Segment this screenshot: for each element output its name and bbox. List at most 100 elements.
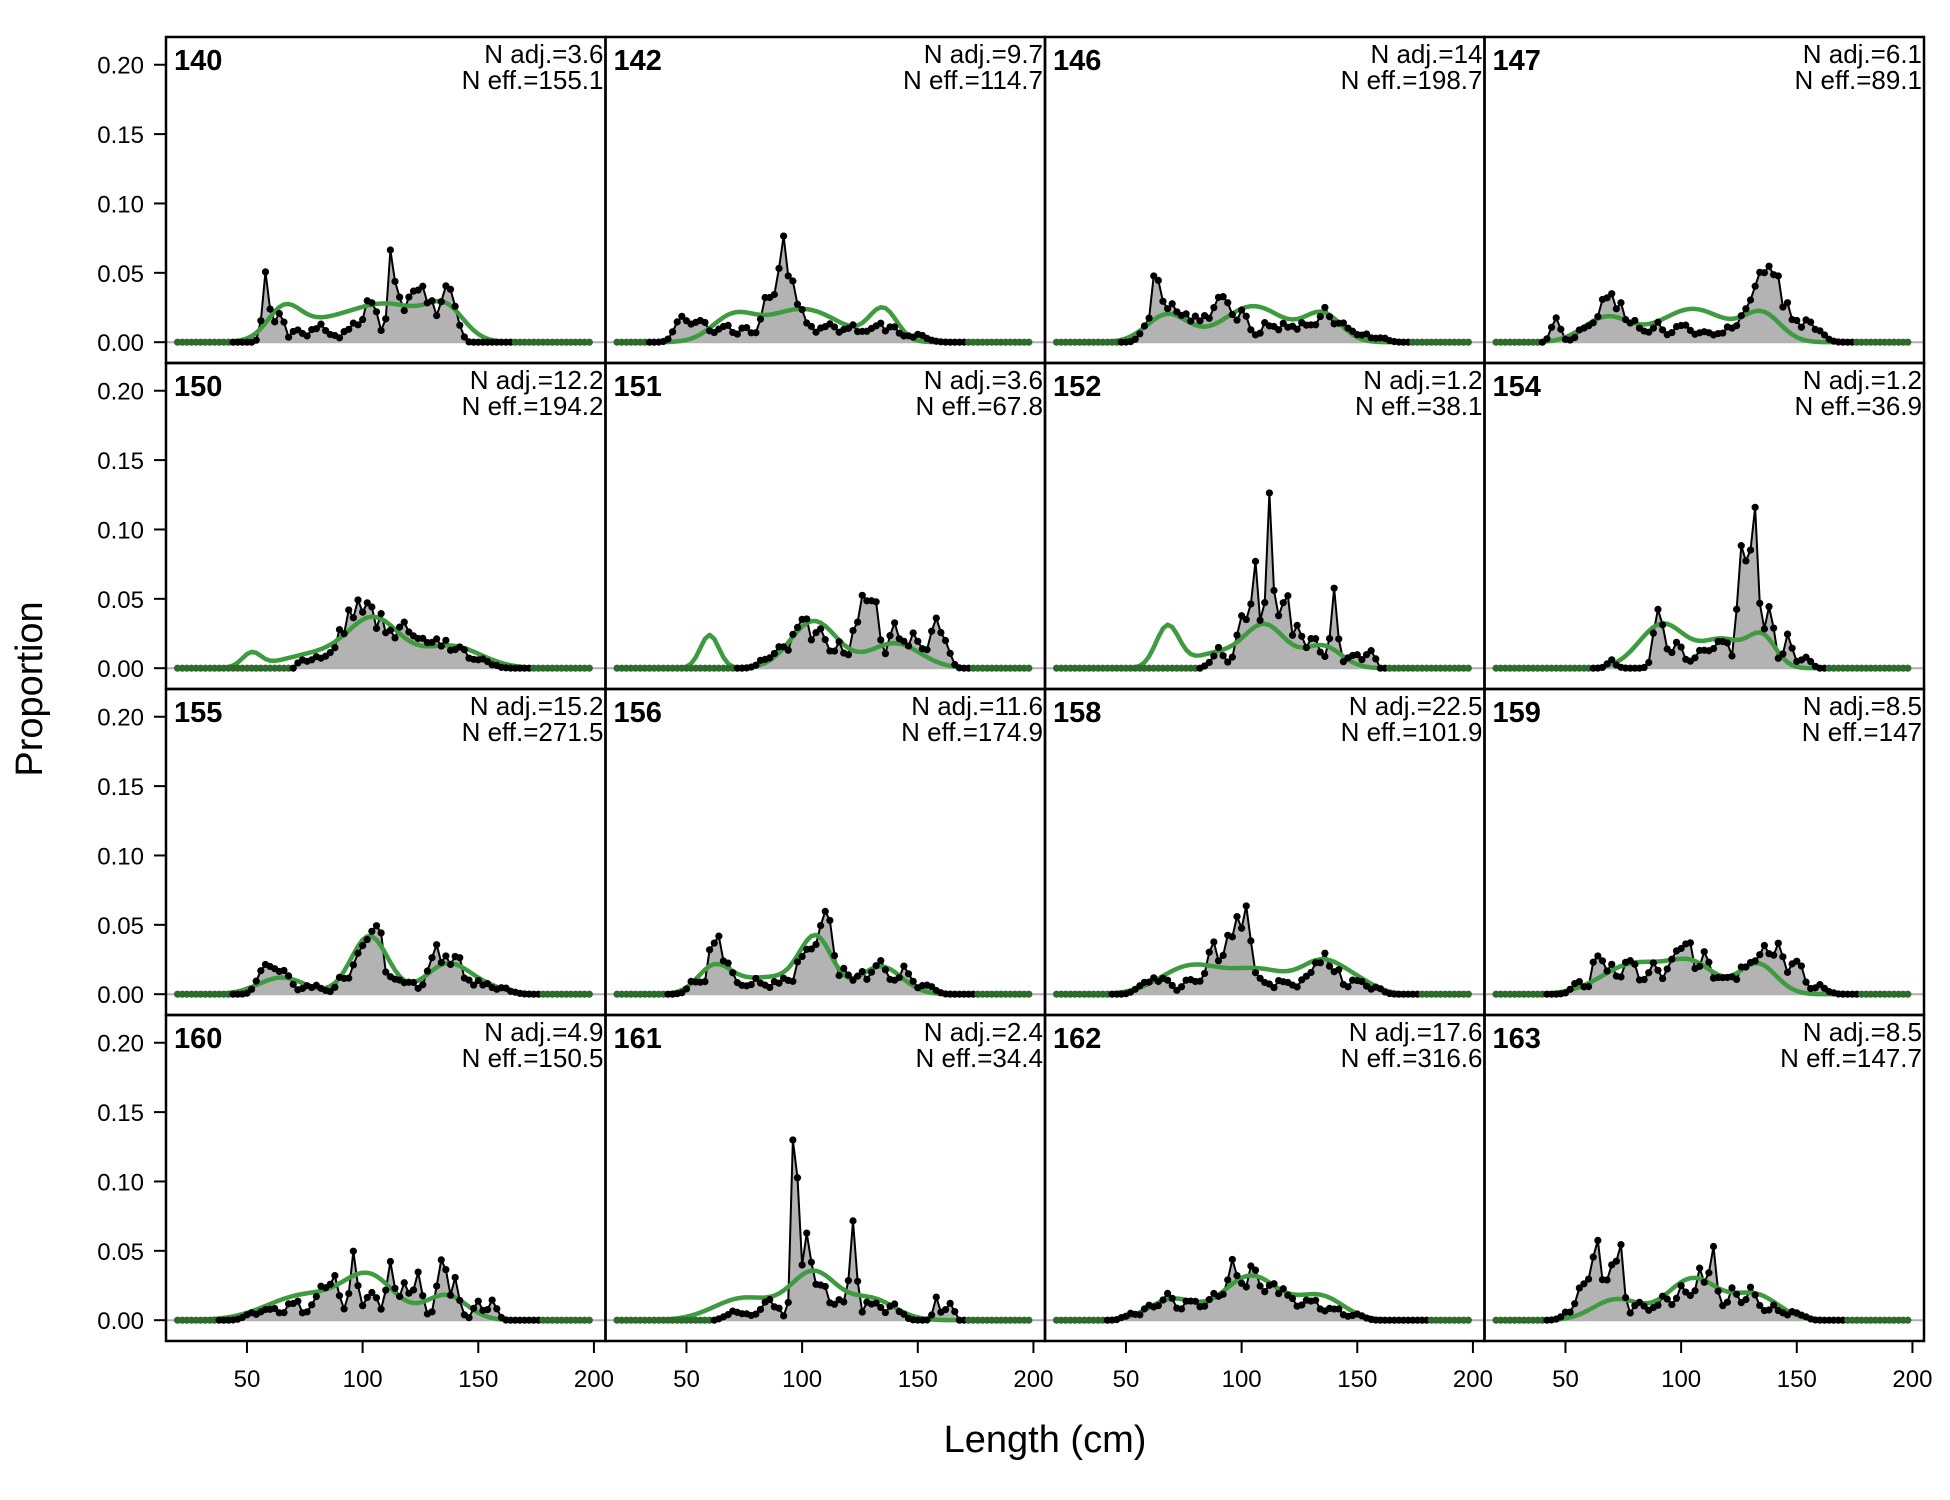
data-point	[275, 309, 283, 318]
data-point	[1733, 975, 1741, 983]
data-point	[1284, 592, 1292, 600]
n-adj-label: N adj.=17.6	[1349, 1017, 1483, 1047]
n-eff-label: N eff.=198.7	[1341, 65, 1483, 95]
data-point	[372, 308, 381, 316]
n-eff-label: N eff.=174.9	[901, 717, 1043, 747]
data-point	[1293, 983, 1301, 991]
data-point	[345, 606, 353, 614]
data-point	[849, 976, 857, 984]
data-point	[1256, 329, 1264, 337]
data-point	[678, 312, 686, 320]
data-point	[1233, 631, 1241, 639]
x-tick-label: 50	[1113, 1366, 1140, 1393]
data-point	[1025, 1316, 1033, 1324]
data-point	[1696, 1264, 1704, 1272]
data-point	[891, 619, 899, 627]
data-point	[1659, 621, 1667, 629]
data-point	[1154, 276, 1162, 284]
data-point	[1663, 965, 1671, 973]
observed-points	[173, 1247, 593, 1324]
n-eff-label: N eff.=316.6	[1341, 1043, 1483, 1073]
data-point	[335, 626, 344, 634]
observed-points	[1492, 939, 1912, 998]
data-point	[1719, 329, 1727, 337]
data-point	[1686, 1291, 1694, 1300]
y-tick-label: 0.10	[97, 517, 144, 544]
observed-points	[1492, 503, 1912, 672]
data-point	[483, 1306, 492, 1314]
data-point	[1321, 303, 1329, 312]
panel-border	[1483, 1013, 1926, 1343]
data-point	[835, 638, 843, 646]
data-point	[766, 1295, 774, 1304]
data-point	[1728, 652, 1736, 660]
data-point	[1205, 314, 1213, 322]
data-point	[1645, 658, 1653, 667]
data-point	[433, 635, 441, 643]
data-point	[1552, 314, 1560, 322]
data-point	[349, 614, 357, 622]
data-point	[377, 610, 385, 618]
x-tick-label: 150	[1777, 1366, 1817, 1393]
data-point	[396, 623, 404, 631]
data-point	[303, 1308, 311, 1316]
data-point	[840, 1298, 848, 1306]
data-point	[733, 330, 741, 338]
y-tick-label: 0.20	[97, 53, 144, 80]
x-tick-label: 200	[1013, 1366, 1053, 1393]
data-point	[1293, 325, 1301, 333]
data-point	[1325, 634, 1334, 643]
data-point	[1242, 615, 1250, 624]
data-point	[877, 1303, 885, 1312]
data-point	[812, 940, 820, 949]
n-eff-label: N eff.=101.9	[1341, 717, 1483, 747]
data-point	[1649, 629, 1657, 637]
n-eff-label: N eff.=271.5	[462, 717, 604, 747]
n-adj-label: N adj.=3.6	[484, 39, 603, 69]
data-point	[1358, 977, 1366, 986]
data-point	[1154, 1301, 1162, 1310]
data-point	[1668, 328, 1676, 337]
data-point	[1288, 1294, 1297, 1303]
data-point	[419, 1292, 427, 1300]
panel-140: 140 N adj.=3.6N eff.=155.1	[164, 35, 607, 365]
data-point	[419, 981, 427, 989]
data-point	[1603, 967, 1611, 975]
data-point	[1756, 1301, 1764, 1310]
data-point	[1746, 546, 1755, 554]
x-tick-label: 100	[1661, 1366, 1701, 1393]
data-point	[1251, 969, 1260, 977]
x-tick-label: 200	[574, 1366, 614, 1393]
y-tick-label: 0.20	[97, 705, 144, 732]
data-point	[1145, 314, 1153, 322]
data-point	[1668, 955, 1676, 963]
data-point	[1783, 299, 1792, 307]
data-point	[1247, 600, 1255, 608]
data-point	[1543, 335, 1551, 343]
data-point	[817, 625, 825, 633]
data-point	[1659, 974, 1667, 983]
panel-label: 163	[1493, 1023, 1541, 1055]
data-point	[280, 966, 288, 975]
data-point	[854, 618, 862, 626]
data-point	[326, 987, 334, 996]
data-point	[1205, 658, 1213, 667]
data-point	[1298, 632, 1306, 640]
data-point	[1163, 976, 1172, 984]
y-tick-label: 0.20	[97, 379, 144, 406]
data-point	[793, 300, 802, 308]
data-point	[770, 290, 778, 299]
data-point	[1682, 321, 1690, 329]
data-point	[1275, 612, 1283, 620]
data-point	[1802, 978, 1810, 986]
data-point	[1205, 948, 1213, 956]
data-point	[1723, 1298, 1731, 1306]
n-eff-label: N eff.=36.9	[1795, 391, 1922, 421]
data-point	[1770, 951, 1778, 959]
panel-154: 154 N adj.=1.2N eff.=36.9	[1483, 361, 1926, 691]
data-point	[937, 628, 945, 637]
observed-points	[1052, 902, 1472, 998]
data-point	[1238, 306, 1246, 314]
data-point	[830, 323, 839, 331]
data-point	[1904, 990, 1912, 998]
